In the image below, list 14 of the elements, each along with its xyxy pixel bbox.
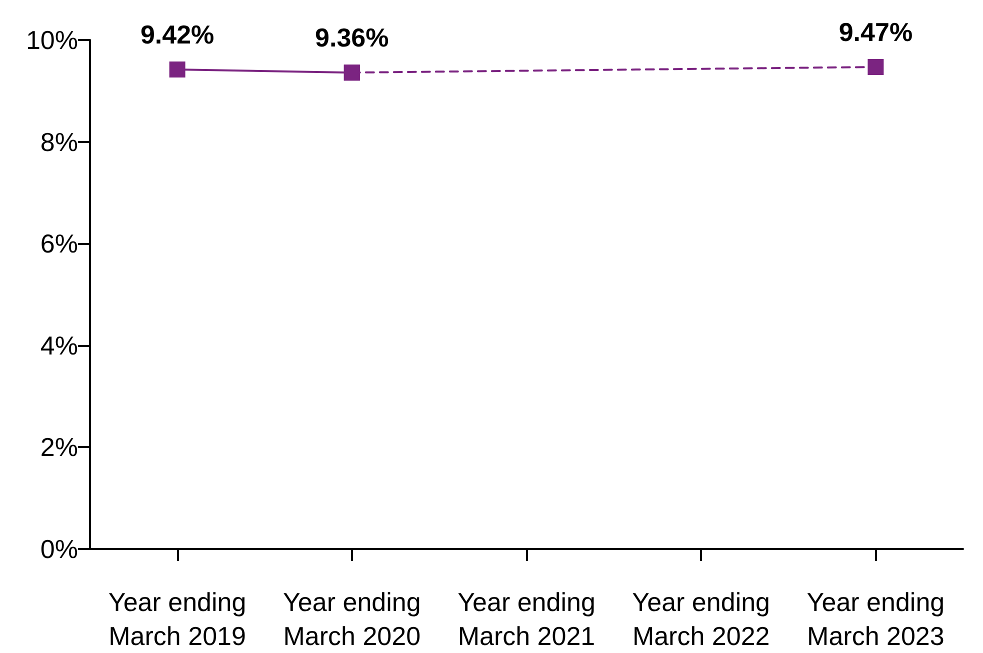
data-label: 9.47% — [838, 16, 913, 47]
y-tick-label: 8% — [40, 126, 78, 157]
x-tick-label: Year ending March 2023 — [806, 587, 945, 651]
data-label: 9.36% — [315, 22, 389, 53]
x-tick-label: Year ending March 2019 — [108, 587, 246, 651]
x-tick-label: Year ending March 2021 — [458, 587, 596, 651]
y-tick-label: 4% — [40, 330, 78, 360]
data-label: 9.42% — [140, 20, 214, 50]
x-tick-label: Year ending March 2020 — [282, 587, 421, 651]
y-tick-label: 6% — [40, 228, 78, 259]
x-tick-label: Year ending March 2022 — [632, 587, 770, 651]
y-tick-label: 10% — [26, 25, 78, 55]
y-tick-label: 2% — [40, 432, 78, 462]
y-tick-label: 0% — [40, 534, 78, 564]
